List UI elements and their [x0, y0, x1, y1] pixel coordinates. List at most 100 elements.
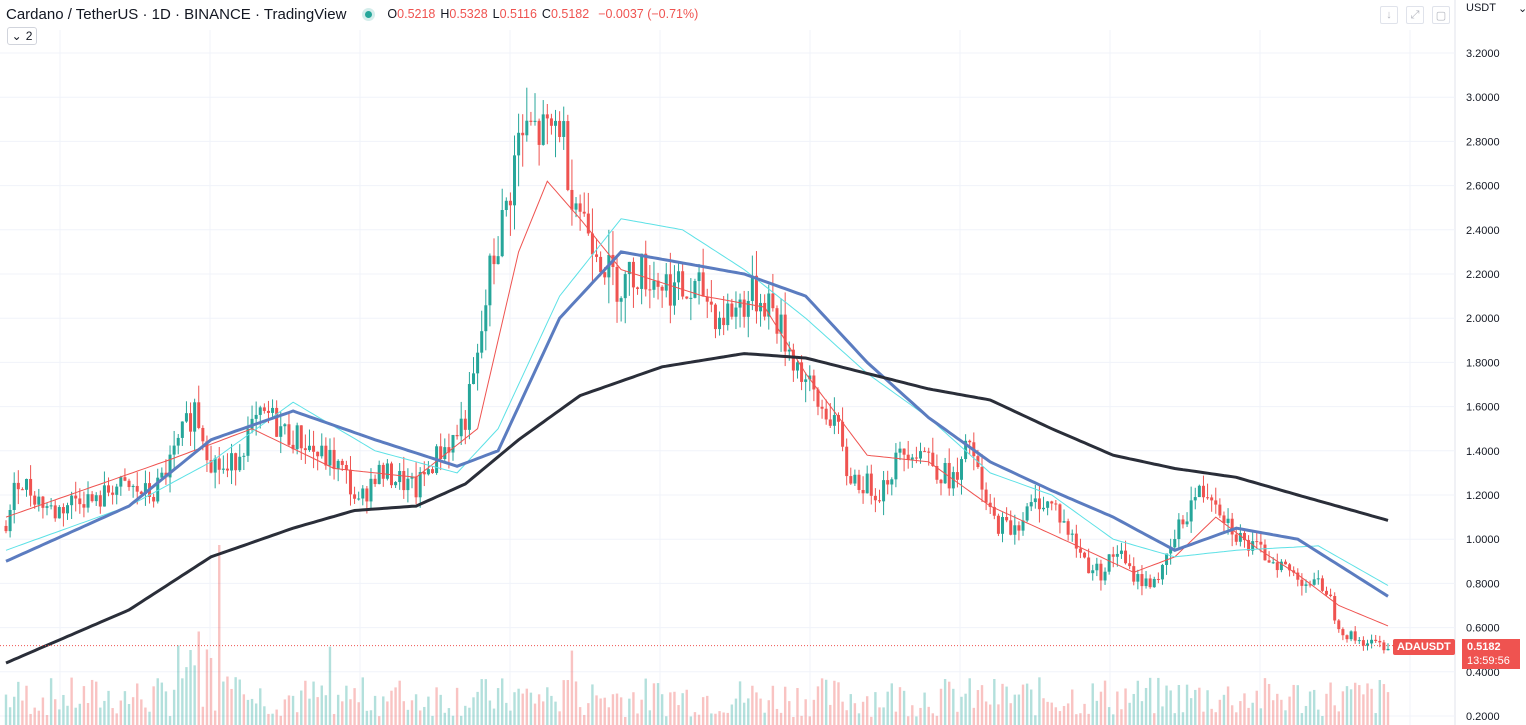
candle-body	[451, 434, 455, 453]
volume-bar	[870, 716, 873, 725]
candle-body	[385, 463, 389, 479]
volume-bar	[882, 707, 885, 725]
candle-body	[127, 480, 131, 488]
candle-body	[886, 480, 890, 485]
candle-body	[1288, 564, 1292, 571]
volume-bar	[1317, 709, 1320, 725]
candle-body	[508, 200, 512, 206]
candle-body	[853, 474, 857, 484]
volume-bar	[1030, 689, 1033, 725]
candle-body	[488, 255, 492, 306]
candle-body	[357, 498, 361, 500]
volume-bar	[382, 696, 385, 725]
volume-bar	[1157, 677, 1160, 725]
volume-bar	[816, 686, 820, 725]
volume-bar	[357, 702, 360, 725]
candle-body	[422, 472, 426, 475]
volume-bar	[218, 545, 221, 725]
arrow-down-icon[interactable]: ↓	[1380, 6, 1398, 24]
volume-bar	[1095, 700, 1099, 725]
candle-body	[939, 479, 943, 484]
candle-body	[53, 505, 57, 519]
volume-bar	[435, 687, 438, 725]
candle-body	[693, 281, 697, 298]
volume-bar	[1267, 683, 1271, 725]
candle-body	[197, 402, 201, 428]
volume-bar	[205, 649, 209, 725]
candle-body	[578, 203, 582, 212]
volume-bar	[1009, 703, 1012, 725]
candle-body	[668, 274, 672, 306]
volume-bar	[464, 705, 467, 725]
candle-body	[648, 289, 652, 291]
volume-bar	[574, 681, 578, 725]
volume-bar	[706, 695, 709, 725]
candle-body	[1037, 498, 1041, 510]
candle-body	[513, 155, 517, 206]
candle-body	[586, 213, 590, 234]
chart-header: Cardano / TetherUS · 1D · BINANCE · Trad…	[6, 5, 698, 23]
candle-body	[1033, 498, 1037, 503]
volume-bar	[886, 691, 889, 725]
volume-bar	[734, 698, 738, 725]
volume-bar	[1128, 702, 1131, 725]
volume-bar	[537, 694, 541, 725]
volume-bar	[1112, 714, 1115, 725]
volume-bar	[1284, 710, 1287, 725]
volume-bar	[1144, 687, 1148, 725]
candle-body	[152, 496, 156, 502]
candle-body	[517, 132, 521, 156]
volume-bar	[21, 700, 24, 725]
candle-body	[66, 505, 70, 514]
y-tick-label: 3.0000	[1466, 92, 1500, 104]
high-value: 0.5328	[449, 7, 488, 21]
candle-body	[861, 489, 865, 494]
volume-bar	[771, 685, 775, 725]
volume-bar	[1374, 713, 1377, 725]
candle-body	[90, 494, 94, 502]
candle-body	[836, 415, 840, 422]
volume-bar	[275, 709, 278, 725]
volume-bar	[673, 691, 676, 725]
volume-bar	[964, 693, 967, 725]
candle-body	[373, 478, 377, 485]
candle-body	[225, 468, 229, 471]
volume-bar	[701, 697, 705, 725]
volume-bar	[476, 691, 479, 725]
candle-body	[102, 485, 106, 507]
fullscreen-icon[interactable]: ▢	[1432, 6, 1450, 24]
volume-bar	[1226, 686, 1230, 725]
volume-bar	[808, 716, 811, 725]
volume-bar	[751, 685, 754, 725]
candle-body	[324, 445, 328, 466]
candle-body	[960, 459, 964, 480]
currency-selector[interactable]: USDT ⌄	[1466, 2, 1526, 15]
volume-bar	[759, 698, 762, 725]
volume-bar	[542, 701, 545, 725]
candle-body	[61, 507, 65, 514]
close-value: 0.5182	[550, 7, 590, 21]
candle-body	[41, 496, 45, 508]
symbol-title[interactable]: Cardano / TetherUS · 1D · BINANCE · Trad…	[6, 5, 347, 23]
candle-body	[566, 121, 570, 190]
volume-bar	[804, 699, 807, 725]
candle-body	[303, 448, 307, 451]
candle-body	[918, 451, 922, 459]
volume-bar	[1079, 713, 1082, 725]
volume-bar	[62, 694, 65, 725]
expand-icon[interactable]: ⤢	[1406, 6, 1424, 24]
candle-body	[476, 352, 480, 374]
volume-bar	[373, 695, 377, 725]
volume-bar	[792, 716, 795, 725]
indicators-toggle-button[interactable]: ⌄ 2	[7, 27, 37, 45]
chevron-down-icon: ⌄	[1517, 3, 1526, 15]
volume-bar	[1276, 693, 1279, 725]
volume-bar	[1013, 694, 1017, 725]
candle-body	[320, 445, 324, 457]
candle-body	[291, 444, 295, 450]
candle-body	[902, 448, 906, 455]
candle-body	[467, 384, 471, 430]
candle-body	[1324, 590, 1328, 595]
candle-body	[1247, 540, 1251, 551]
